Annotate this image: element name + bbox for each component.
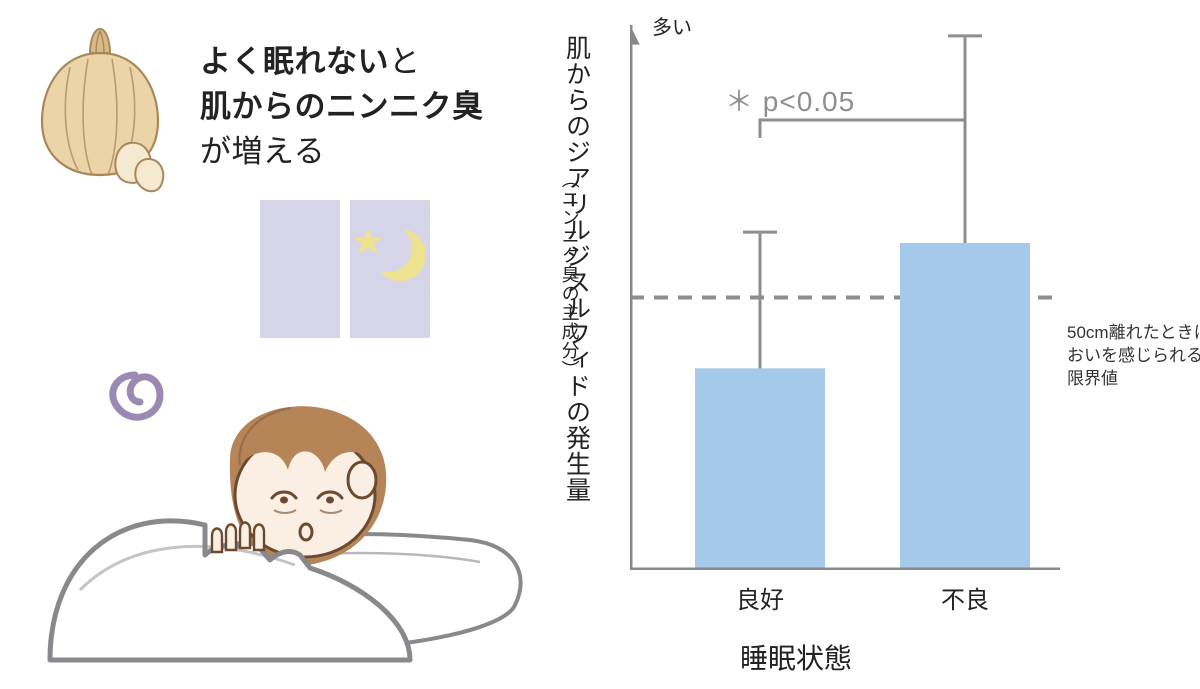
headline-line1-tail: と bbox=[389, 44, 421, 79]
chart-area: （ニンニク臭の主成分） 肌からのジアリルジスルフィドの発生量 多い ＊ p<0.… bbox=[560, 5, 1200, 685]
significance-label: ＊ p<0.05 bbox=[725, 80, 855, 120]
garlic-illustration bbox=[20, 25, 180, 200]
infographic-canvas: よく眠れないと 肌からのニンニク臭 が増える （ニンニク臭の主成分） 肌からのジ… bbox=[0, 0, 1200, 689]
sleepless-svg bbox=[40, 330, 530, 670]
garlic-svg bbox=[20, 25, 180, 200]
headline-line3: が増える bbox=[200, 134, 325, 169]
headline-line2-bold: 肌からのニンニク臭 bbox=[200, 89, 484, 124]
night-window-svg bbox=[260, 200, 430, 338]
x-tick-bad: 不良 bbox=[905, 580, 1025, 615]
x-axis-label: 睡眠状態 bbox=[740, 637, 852, 677]
y-axis-label: 肌からのジアリルジスルフィドの発生量 bbox=[560, 35, 593, 503]
sleepless-person-illustration bbox=[40, 330, 530, 670]
headline-text: よく眠れないと 肌からのニンニク臭 が増える bbox=[200, 40, 484, 175]
x-tick-good: 良好 bbox=[700, 580, 820, 615]
night-window-illustration bbox=[260, 200, 430, 338]
headline-line1-bold: よく眠れない bbox=[200, 44, 389, 79]
threshold-note: 50cm離れたときにおいを感じられる限界値 bbox=[1067, 322, 1200, 391]
